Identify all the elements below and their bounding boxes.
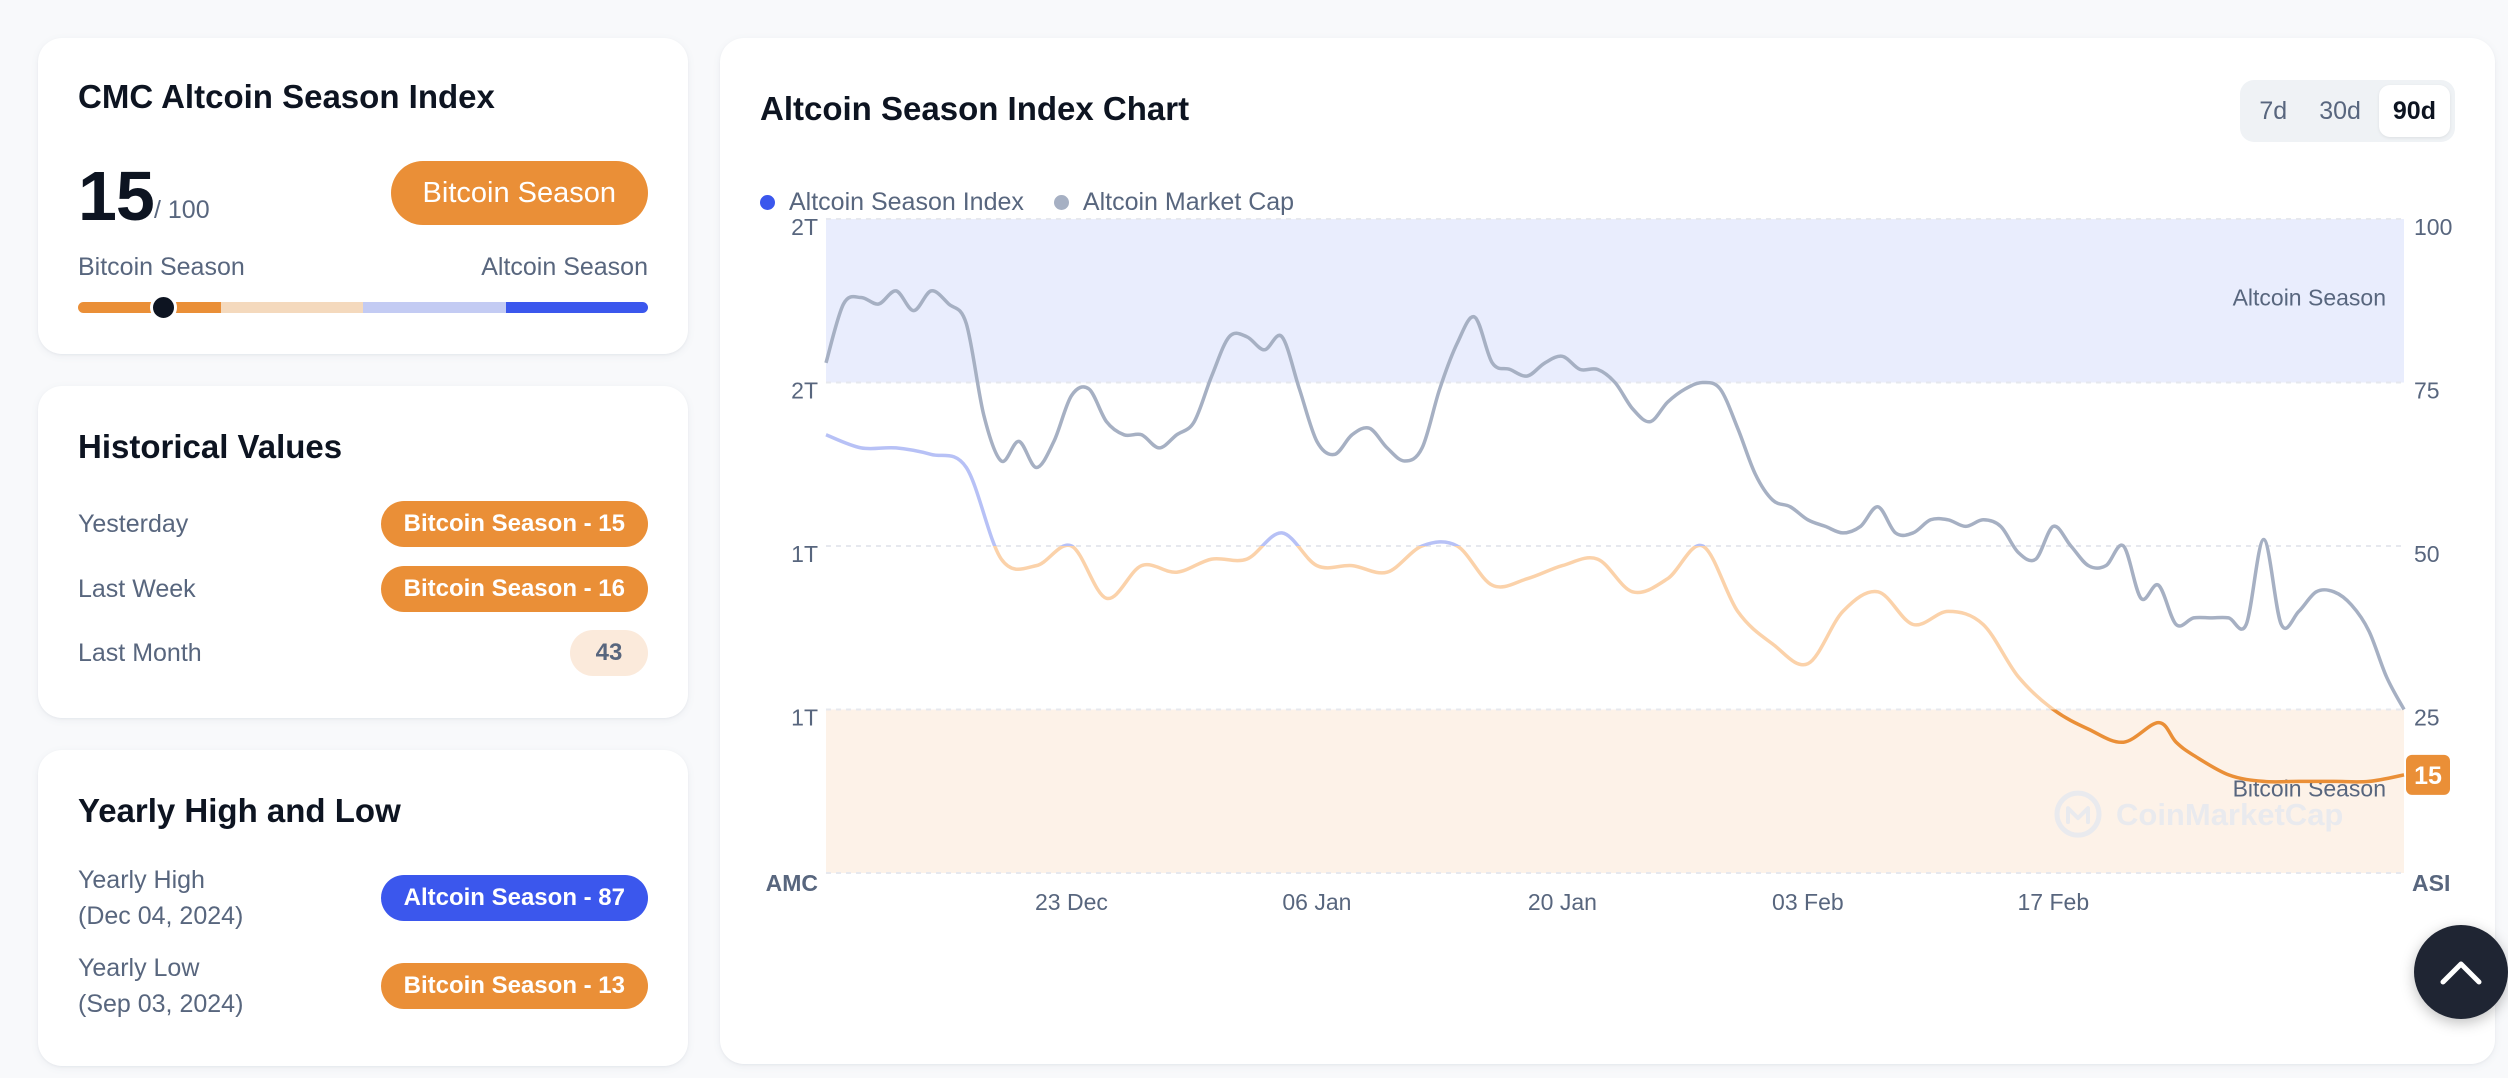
current-value-text: 15 <box>2414 762 2442 790</box>
yearly-low-date: (Sep 03, 2024) <box>78 990 244 1018</box>
yearly-high-label-group: Yearly High (Dec 04, 2024) <box>78 862 243 934</box>
historical-values-card: Historical Values Yesterday Bitcoin Seas… <box>38 386 688 718</box>
legend-item-altcoin-season-index[interactable]: Altcoin Season Index <box>760 188 1024 217</box>
historical-row-label: Last Week <box>78 575 196 603</box>
historical-row-label: Yesterday <box>78 510 189 538</box>
scale-segment-bitcoin <box>78 302 221 313</box>
altcoin-season-band <box>826 219 2404 383</box>
index-card-title: CMC Altcoin Season Index <box>78 78 495 115</box>
right-axis-tick-label: 100 <box>2414 214 2452 240</box>
chart-lines <box>824 289 2406 784</box>
chart-legend: Altcoin Season Index Altcoin Market Cap <box>760 188 1294 217</box>
historical-row-yesterday: Yesterday Bitcoin Season - 15 <box>78 501 648 547</box>
scale-label-altcoin: Altcoin Season <box>481 253 648 281</box>
index-out-of: / 100 <box>154 196 210 224</box>
season-scale-bar <box>78 302 648 313</box>
timeframe-7d-button[interactable]: 7d <box>2259 96 2288 125</box>
chart-title: Altcoin Season Index Chart <box>760 90 1190 127</box>
left-axis-tick-label: 1T <box>791 541 818 567</box>
x-axis-tick-label: 06 Jan <box>1282 889 1351 915</box>
scale-segment-bitcoin-light <box>220 302 363 313</box>
x-axis-tick-label: 20 Jan <box>1528 889 1597 915</box>
yearly-card-title: Yearly High and Low <box>78 792 401 829</box>
yearly-low-badge: Bitcoin Season - 13 <box>380 963 648 1009</box>
yearly-high-label: Yearly High <box>78 866 205 894</box>
legend-label: Altcoin Season Index <box>789 188 1024 216</box>
chevron-up-icon <box>2440 961 2482 985</box>
left-axis-tick-label: 2T <box>791 214 818 240</box>
scale-indicator-knob <box>150 294 177 321</box>
index-chart-card: Altcoin Season Index Chart 7d 30d 90d Al… <box>720 38 2495 1064</box>
season-status-badge: Bitcoin Season <box>390 161 648 225</box>
scale-label-bitcoin: Bitcoin Season <box>78 253 245 281</box>
x-axis-tick-label: 17 Feb <box>2018 889 2090 915</box>
left-axis-tick-label: 2T <box>791 378 818 404</box>
altcoin-season-index-line-middle <box>992 546 2057 710</box>
right-axis-tick-label: 25 <box>2414 705 2440 731</box>
yearly-high-row: Yearly High (Dec 04, 2024) Altcoin Seaso… <box>78 862 648 934</box>
legend-dot-icon <box>760 195 775 210</box>
x-axis-tick-label: 23 Dec <box>1035 889 1108 915</box>
right-axis-tick-label: 75 <box>2414 378 2440 404</box>
index-value: 15 <box>78 157 155 235</box>
yearly-low-label-group: Yearly Low (Sep 03, 2024) <box>78 950 243 1022</box>
historical-row-last-week: Last Week Bitcoin Season - 16 <box>78 566 648 612</box>
yearly-high-low-card: Yearly High and Low Yearly High (Dec 04,… <box>38 750 688 1066</box>
historical-value-badge: Bitcoin Season - 16 <box>380 566 648 612</box>
historical-value-badge: 43 <box>570 630 648 676</box>
scroll-to-top-button[interactable] <box>2414 925 2508 1019</box>
timeframe-30d-button[interactable]: 30d <box>2319 96 2361 125</box>
yearly-low-row: Yearly Low (Sep 03, 2024) Bitcoin Season… <box>78 950 648 1022</box>
historical-value-badge: Bitcoin Season - 15 <box>380 501 648 547</box>
left-axis-tick-label: 1T <box>791 705 818 731</box>
right-axis-title: ASI <box>2412 870 2450 896</box>
chart-grid <box>826 218 2404 874</box>
left-axis-title: AMC <box>766 870 818 896</box>
chart-axes: 2T 2T 1T 1T 100 75 50 25 23 Dec 06 Jan 20 Jan 03 Fe… <box>766 214 2453 915</box>
right-axis-tick-label: 50 <box>2414 541 2440 567</box>
yearly-high-date: (Dec 04, 2024) <box>78 902 244 930</box>
yearly-low-label: Yearly Low <box>78 954 200 982</box>
scale-segment-altcoin-light <box>363 302 506 313</box>
coinmarketcap-logo-icon <box>2054 790 2102 838</box>
x-axis-tick-label: 03 Feb <box>1772 889 1844 915</box>
altcoin-season-band-label: Altcoin Season <box>2233 284 2386 310</box>
altcoin-season-index-line-lower <box>2050 709 2405 784</box>
historical-row-label: Last Month <box>78 639 202 667</box>
legend-label: Altcoin Market Cap <box>1082 188 1295 216</box>
legend-dot-icon <box>1053 195 1069 210</box>
coinmarketcap-logo-mark <box>2066 806 2090 825</box>
watermark: CoinMarketCap <box>2054 790 2343 838</box>
altcoin-season-index-card: CMC Altcoin Season Index 15 / 100 Bitcoi… <box>38 38 688 354</box>
watermark-text: CoinMarketCap <box>2116 797 2343 832</box>
current-value-marker: 15 <box>2406 754 2450 795</box>
timeframe-selector: 7d 30d 90d <box>2240 80 2455 142</box>
historical-row-last-month: Last Month 43 <box>78 630 648 676</box>
scale-segment-altcoin <box>505 302 648 313</box>
altcoin-market-cap-line <box>824 289 2406 711</box>
legend-item-altcoin-market-cap[interactable]: Altcoin Market Cap <box>1053 188 1295 217</box>
bitcoin-season-band <box>826 709 2404 873</box>
timeframe-90d-button[interactable]: 90d <box>2378 85 2450 137</box>
current-value-badge <box>2406 754 2450 795</box>
historical-card-title: Historical Values <box>78 428 343 465</box>
yearly-high-badge: Altcoin Season - 87 <box>380 875 648 921</box>
